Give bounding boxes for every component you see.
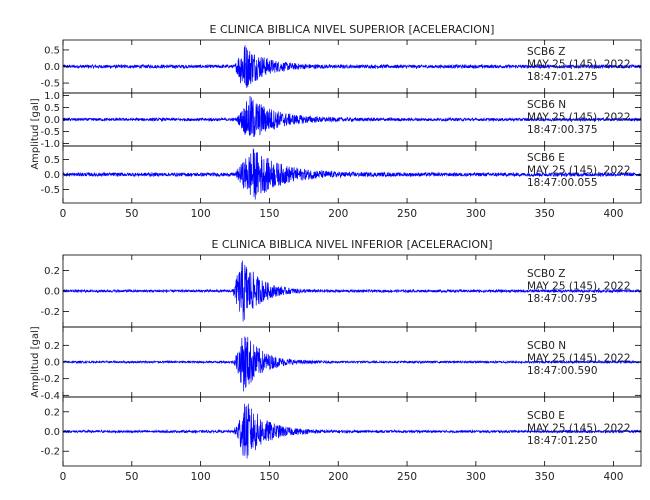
x-tick-label: 250 [397,208,417,220]
y-tick-label: 0.0 [44,427,60,438]
trace-annotation: SCB6 E [527,152,565,164]
trace-annotation: SCB0 N [527,340,566,352]
waveform-line [62,403,642,459]
x-tick-label: 150 [259,471,279,483]
y-tick-label: -0.2 [40,374,60,385]
y-axis-label: Amplitud [gal] [30,326,41,397]
trace-annotation: MAY 25 (145), 2022 [527,59,631,71]
trace-annotation: SCB6 Z [527,46,565,58]
waveform-line [62,260,642,322]
trace-annotation: MAY 25 (145), 2022 [527,423,631,435]
y-tick-label: 0.0 [44,115,60,126]
trace-annotation: 18:47:01.250 [527,435,598,447]
trace-annotation: 18:47:01.275 [527,71,598,83]
trace-annotation: MAY 25 (145), 2022 [527,165,631,177]
waveform-line [62,336,642,392]
x-tick-label: 250 [397,471,417,483]
trace-annotation: MAY 25 (145), 2022 [527,281,631,293]
y-tick-label: 0.5 [44,45,60,56]
waveform-line [62,148,642,200]
trace-annotation: SCB0 E [527,410,565,422]
x-tick-label: 400 [603,471,623,483]
y-tick-label: 0.2 [44,407,60,418]
trace-annotation: MAY 25 (145), 2022 [527,112,631,124]
x-tick-label: 300 [466,471,486,483]
x-tick-label: 50 [125,208,138,220]
waveform-line [62,95,642,137]
figure-title: E CLINICA BIBLICA NIVEL SUPERIOR [ACELER… [210,23,495,36]
figure-inferior: E CLINICA BIBLICA NIVEL INFERIOR [ACELER… [30,238,642,483]
x-tick-label: 100 [191,208,211,220]
x-tick-label: 350 [535,208,555,220]
x-tick-label: 350 [535,471,555,483]
trace-annotation: 18:47:00.795 [527,293,598,305]
x-tick-label: 150 [259,208,279,220]
x-tick-label: 200 [328,471,348,483]
y-axis-label: Amplitud [gal] [30,98,41,169]
y-tick-label: 0.2 [44,341,60,352]
y-tick-label: -0.4 [40,391,60,402]
y-tick-label: 0.0 [44,358,60,369]
x-tick-label: 100 [191,471,211,483]
x-tick-label: 0 [60,471,67,483]
trace-annotation: SCB0 Z [527,268,565,280]
y-tick-label: -0.2 [40,447,60,458]
y-tick-label: 0.0 [44,287,60,298]
x-tick-label: 300 [466,208,486,220]
trace-annotation: SCB6 N [527,99,566,111]
x-tick-label: 200 [328,208,348,220]
x-tick-label: 50 [125,471,138,483]
y-tick-label: 0.5 [44,103,60,114]
trace-annotation: 18:47:00.375 [527,124,598,136]
y-tick-label: -0.5 [40,185,60,196]
x-tick-label: 400 [603,208,623,220]
x-tick-label: 0 [60,208,67,220]
y-tick-label: 0.5 [44,155,60,166]
figure-superior: E CLINICA BIBLICA NIVEL SUPERIOR [ACELER… [30,23,642,220]
y-tick-label: -0.2 [40,307,60,318]
y-tick-label: -1.0 [40,139,60,150]
y-tick-label: 1.0 [44,91,60,102]
y-tick-label: 0.0 [44,170,60,181]
figure-title: E CLINICA BIBLICA NIVEL INFERIOR [ACELER… [211,238,492,251]
y-tick-label: 0.0 [44,62,60,73]
trace-annotation: 18:47:00.590 [527,365,598,377]
trace-annotation: MAY 25 (145), 2022 [527,353,631,365]
trace-annotation: 18:47:00.055 [527,177,598,189]
waveform-line [62,45,642,88]
y-tick-label: 0.2 [44,266,60,277]
y-tick-label: -0.5 [40,79,60,90]
y-tick-label: -0.5 [40,127,60,138]
